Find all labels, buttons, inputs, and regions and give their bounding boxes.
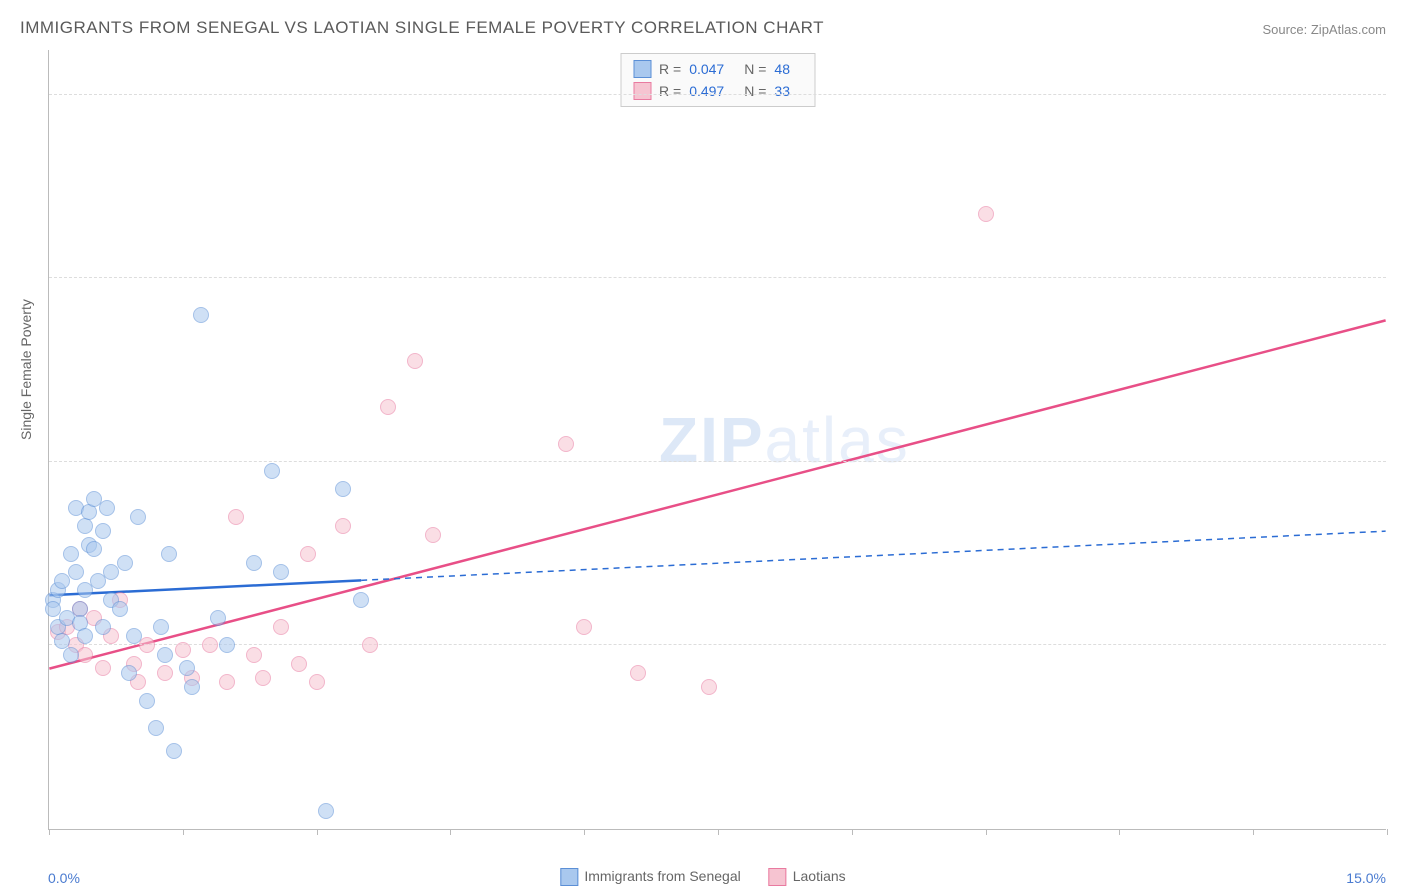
scatter-point-laotians bbox=[380, 399, 396, 415]
scatter-point-laotians bbox=[335, 518, 351, 534]
x-tick bbox=[718, 829, 719, 835]
scatter-point-laotians bbox=[95, 660, 111, 676]
x-tick bbox=[852, 829, 853, 835]
scatter-point-laotians bbox=[291, 656, 307, 672]
scatter-point-laotians bbox=[576, 619, 592, 635]
scatter-point-senegal bbox=[81, 504, 97, 520]
legend-swatch bbox=[633, 82, 651, 100]
scatter-point-laotians bbox=[175, 642, 191, 658]
scatter-point-laotians bbox=[701, 679, 717, 695]
grid-line bbox=[49, 461, 1386, 462]
scatter-point-senegal bbox=[219, 637, 235, 653]
legend-item: Laotians bbox=[769, 868, 846, 886]
legend-r-label: R = bbox=[659, 58, 681, 80]
x-tick bbox=[317, 829, 318, 835]
plot-area: ZIPatlas R =0.047N =48R =0.497N =33 20.0… bbox=[48, 50, 1386, 830]
scatter-point-senegal bbox=[210, 610, 226, 626]
scatter-point-senegal bbox=[112, 601, 128, 617]
grid-line bbox=[49, 277, 1386, 278]
scatter-point-senegal bbox=[161, 546, 177, 562]
grid-line bbox=[49, 94, 1386, 95]
scatter-point-senegal bbox=[126, 628, 142, 644]
scatter-point-senegal bbox=[153, 619, 169, 635]
x-tick bbox=[183, 829, 184, 835]
legend-series: Immigrants from Senegal Laotians bbox=[560, 868, 845, 886]
scatter-point-laotians bbox=[157, 665, 173, 681]
scatter-point-senegal bbox=[246, 555, 262, 571]
scatter-point-senegal bbox=[77, 518, 93, 534]
scatter-point-laotians bbox=[630, 665, 646, 681]
regression-lines bbox=[49, 50, 1386, 829]
scatter-point-senegal bbox=[130, 509, 146, 525]
legend-n-value: 33 bbox=[774, 80, 790, 102]
scatter-point-senegal bbox=[166, 743, 182, 759]
scatter-point-laotians bbox=[309, 674, 325, 690]
scatter-point-laotians bbox=[362, 637, 378, 653]
scatter-point-senegal bbox=[184, 679, 200, 695]
x-tick bbox=[49, 829, 50, 835]
scatter-point-senegal bbox=[157, 647, 173, 663]
scatter-point-senegal bbox=[273, 564, 289, 580]
chart-title: IMMIGRANTS FROM SENEGAL VS LAOTIAN SINGL… bbox=[20, 18, 824, 38]
legend-r-value: 0.047 bbox=[689, 58, 724, 80]
legend-swatch bbox=[769, 868, 787, 886]
scatter-point-senegal bbox=[193, 307, 209, 323]
x-tick bbox=[450, 829, 451, 835]
legend-stat-row: R = 0.497 N = 33 bbox=[633, 80, 802, 102]
legend-n-value: 48 bbox=[774, 58, 790, 80]
scatter-point-senegal bbox=[353, 592, 369, 608]
scatter-point-laotians bbox=[139, 637, 155, 653]
legend-swatch bbox=[560, 868, 578, 886]
scatter-point-senegal bbox=[318, 803, 334, 819]
scatter-point-laotians bbox=[219, 674, 235, 690]
x-tick bbox=[1387, 829, 1388, 835]
legend-label: Laotians bbox=[793, 868, 846, 884]
scatter-point-laotians bbox=[255, 670, 271, 686]
scatter-point-senegal bbox=[86, 541, 102, 557]
legend-stat-row: R = 0.047 N = 48 bbox=[633, 58, 802, 80]
scatter-point-laotians bbox=[558, 436, 574, 452]
x-tick bbox=[584, 829, 585, 835]
scatter-point-senegal bbox=[139, 693, 155, 709]
x-tick bbox=[1253, 829, 1254, 835]
scatter-point-laotians bbox=[273, 619, 289, 635]
scatter-point-senegal bbox=[63, 546, 79, 562]
scatter-point-senegal bbox=[68, 564, 84, 580]
x-max-label: 15.0% bbox=[1346, 870, 1386, 886]
scatter-point-senegal bbox=[95, 523, 111, 539]
legend-r-value: 0.497 bbox=[689, 80, 724, 102]
scatter-point-senegal bbox=[63, 647, 79, 663]
scatter-point-senegal bbox=[121, 665, 137, 681]
y-axis-label: Single Female Poverty bbox=[18, 299, 34, 440]
legend-label: Immigrants from Senegal bbox=[584, 868, 740, 884]
scatter-point-senegal bbox=[335, 481, 351, 497]
legend-r-label: R = bbox=[659, 80, 681, 102]
scatter-point-senegal bbox=[77, 628, 93, 644]
x-tick bbox=[986, 829, 987, 835]
source-label: Source: ZipAtlas.com bbox=[1262, 22, 1386, 37]
grid-line bbox=[49, 644, 1386, 645]
legend-n-label: N = bbox=[744, 80, 766, 102]
scatter-point-laotians bbox=[407, 353, 423, 369]
legend-swatch bbox=[633, 60, 651, 78]
scatter-point-laotians bbox=[300, 546, 316, 562]
x-tick bbox=[1119, 829, 1120, 835]
scatter-point-senegal bbox=[117, 555, 133, 571]
scatter-point-senegal bbox=[99, 500, 115, 516]
scatter-point-laotians bbox=[425, 527, 441, 543]
scatter-point-senegal bbox=[179, 660, 195, 676]
scatter-point-senegal bbox=[264, 463, 280, 479]
scatter-point-senegal bbox=[148, 720, 164, 736]
x-min-label: 0.0% bbox=[48, 870, 80, 886]
legend-item: Immigrants from Senegal bbox=[560, 868, 740, 886]
watermark: ZIPatlas bbox=[659, 403, 910, 477]
scatter-point-laotians bbox=[246, 647, 262, 663]
legend-n-label: N = bbox=[744, 58, 766, 80]
legend-stats: R = 0.047 N = 48 R = 0.497 N = 33 bbox=[620, 53, 815, 107]
scatter-point-senegal bbox=[95, 619, 111, 635]
scatter-point-laotians bbox=[202, 637, 218, 653]
scatter-point-laotians bbox=[978, 206, 994, 222]
scatter-point-laotians bbox=[228, 509, 244, 525]
